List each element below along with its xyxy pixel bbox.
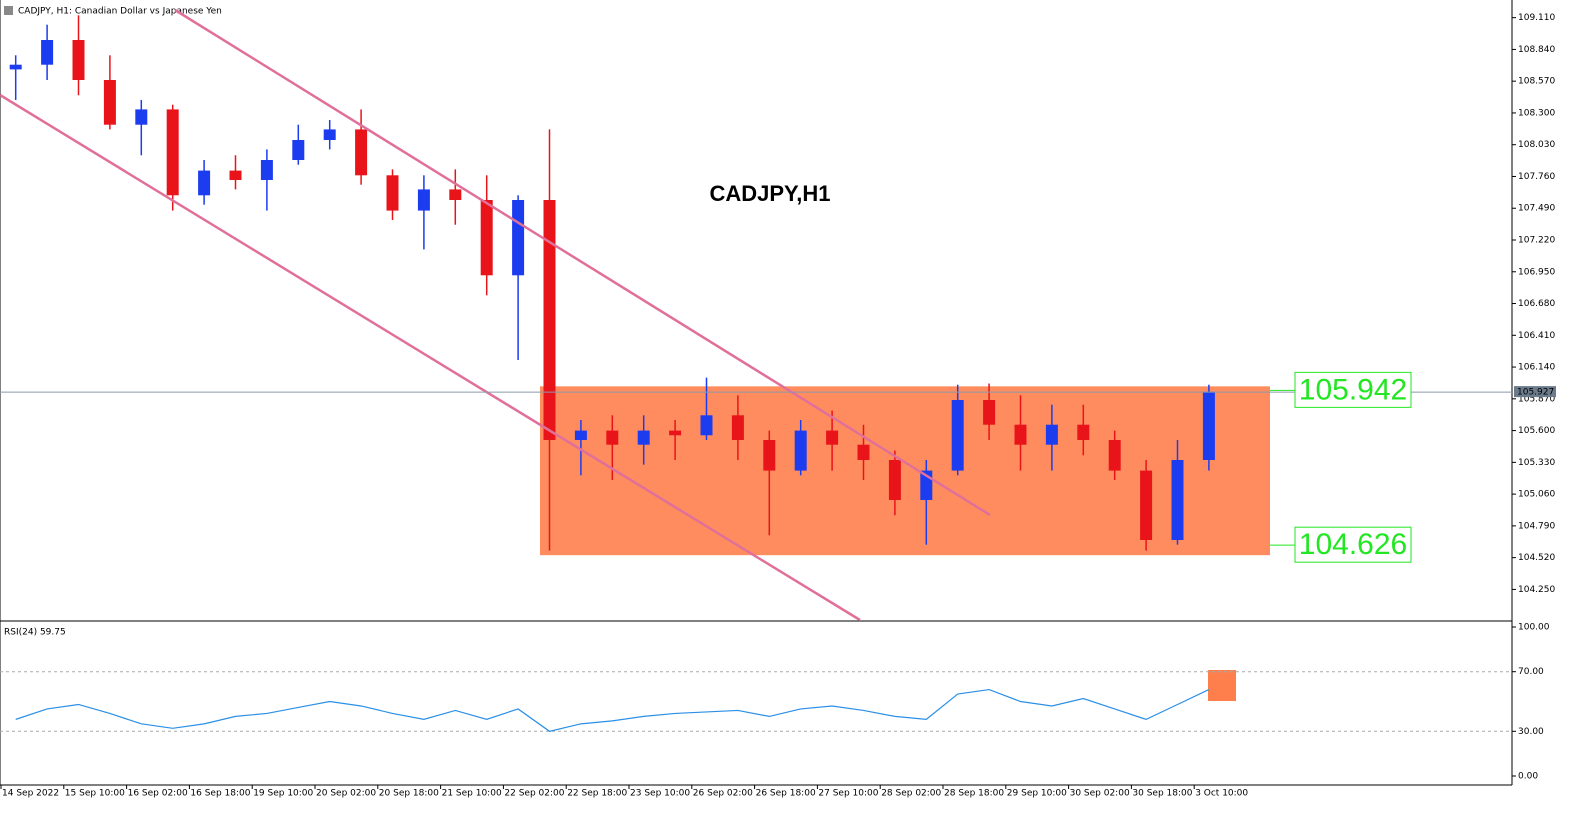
candle-body	[260, 160, 273, 180]
x-tick-label: 15 Sep 10:00	[65, 789, 125, 799]
x-tick-label: 16 Sep 18:00	[190, 789, 250, 799]
candle-body	[669, 430, 682, 436]
y-tick-label: 105.870	[1518, 394, 1555, 404]
y-tick-label: 108.570	[1518, 77, 1555, 87]
rsi-line	[15, 688, 1210, 732]
candle-body	[41, 40, 54, 65]
y-tick-label: 108.840	[1518, 45, 1555, 55]
candle-body	[323, 129, 336, 140]
candle-body	[1014, 424, 1027, 445]
candle-body	[1202, 391, 1215, 460]
candle-body	[983, 400, 996, 425]
candle-body	[700, 415, 713, 436]
y-tick-label: 70.00	[1518, 667, 1544, 677]
y-tick-label: 107.220	[1518, 236, 1555, 246]
candle-body	[731, 415, 744, 440]
y-tick-label: 107.490	[1518, 204, 1555, 214]
y-tick-label: 108.300	[1518, 108, 1555, 118]
candle-body	[888, 460, 901, 500]
x-tick-label: 30 Sep 18:00	[1132, 789, 1192, 799]
y-tick-label: 104.250	[1518, 585, 1555, 595]
candle-body	[135, 109, 148, 125]
candle-body	[198, 170, 211, 196]
current-price-label: 105.927	[1517, 388, 1554, 398]
candle-body	[763, 440, 776, 471]
y-tick-label: 100.00	[1518, 623, 1550, 633]
rsi-highlight	[1208, 670, 1236, 701]
candle-body	[1171, 460, 1184, 540]
candle-body	[449, 189, 462, 200]
candle-body	[1077, 424, 1090, 440]
level-label: 104.626	[1299, 528, 1407, 561]
candle-body	[103, 80, 116, 125]
candle-body	[72, 40, 85, 80]
y-tick-label: 105.060	[1518, 490, 1555, 500]
y-tick-label: 30.00	[1518, 727, 1544, 737]
candle-body	[229, 170, 242, 180]
y-tick-label: 106.410	[1518, 331, 1555, 341]
x-tick-label: 19 Sep 10:00	[253, 789, 313, 799]
y-tick-label: 105.600	[1518, 426, 1555, 436]
candle-body	[1045, 424, 1058, 445]
x-tick-label: 16 Sep 02:00	[128, 789, 188, 799]
candle-body	[9, 64, 22, 70]
candle-body	[355, 129, 368, 176]
level-box	[1294, 371, 1412, 408]
x-tick-label: 20 Sep 18:00	[379, 789, 439, 799]
header: CADJPY, H1: Canadian Dollar vs Japanese …	[18, 7, 222, 17]
candle-body	[386, 175, 399, 211]
y-tick-label: 107.760	[1518, 172, 1555, 182]
level-label: 105.942	[1299, 373, 1407, 406]
y-tick-label: 108.030	[1518, 140, 1555, 150]
y-tick-label: 104.520	[1518, 553, 1555, 563]
channel-line	[174, 8, 991, 517]
channel-line	[0, 93, 861, 622]
y-tick-label: 106.680	[1518, 299, 1555, 309]
x-tick-label: 28 Sep 02:00	[881, 789, 941, 799]
candle-body	[417, 189, 430, 211]
x-tick-label: 23 Sep 10:00	[630, 789, 690, 799]
x-tick-label: 30 Sep 02:00	[1070, 789, 1130, 799]
level-box	[1294, 526, 1412, 563]
current-price-tag	[1514, 386, 1556, 398]
candle-body	[1140, 470, 1153, 540]
range-zone	[540, 386, 1270, 556]
candle-body	[826, 430, 839, 445]
y-tick-label: 109.110	[1518, 13, 1555, 23]
x-tick-label: 27 Sep 10:00	[818, 789, 878, 799]
x-tick-label: 26 Sep 02:00	[693, 789, 753, 799]
candle-body	[574, 430, 587, 440]
symbol-icon	[4, 6, 13, 15]
candle-body	[480, 200, 493, 276]
x-tick-label: 3 Oct 10:00	[1195, 789, 1248, 799]
x-tick-label: 29 Sep 10:00	[1007, 789, 1067, 799]
y-tick-label: 0.00	[1518, 772, 1538, 782]
x-tick-label: 22 Sep 18:00	[567, 789, 627, 799]
y-tick-label: 106.140	[1518, 363, 1555, 373]
x-tick-label: 14 Sep 2022	[2, 789, 59, 799]
candle-body	[857, 444, 870, 460]
rsi-label: RSI(24) 59.75	[4, 628, 66, 638]
y-tick-label: 105.330	[1518, 458, 1555, 468]
chart-title: CADJPY,H1	[709, 181, 830, 206]
candle-body	[1108, 440, 1121, 471]
y-tick-label: 106.950	[1518, 267, 1555, 277]
x-tick-label: 28 Sep 18:00	[944, 789, 1004, 799]
candle-body	[292, 140, 305, 160]
candle-body	[606, 430, 619, 445]
candle-body	[794, 430, 807, 471]
candle-body	[543, 200, 556, 440]
y-tick-label: 104.790	[1518, 521, 1555, 531]
candle-body	[512, 200, 525, 276]
x-tick-label: 21 Sep 10:00	[442, 789, 502, 799]
x-tick-label: 20 Sep 02:00	[316, 789, 376, 799]
x-tick-label: 22 Sep 02:00	[504, 789, 564, 799]
x-tick-label: 26 Sep 18:00	[756, 789, 816, 799]
candle-body	[637, 430, 650, 445]
candle-body	[166, 109, 179, 196]
candle-body	[951, 400, 964, 471]
